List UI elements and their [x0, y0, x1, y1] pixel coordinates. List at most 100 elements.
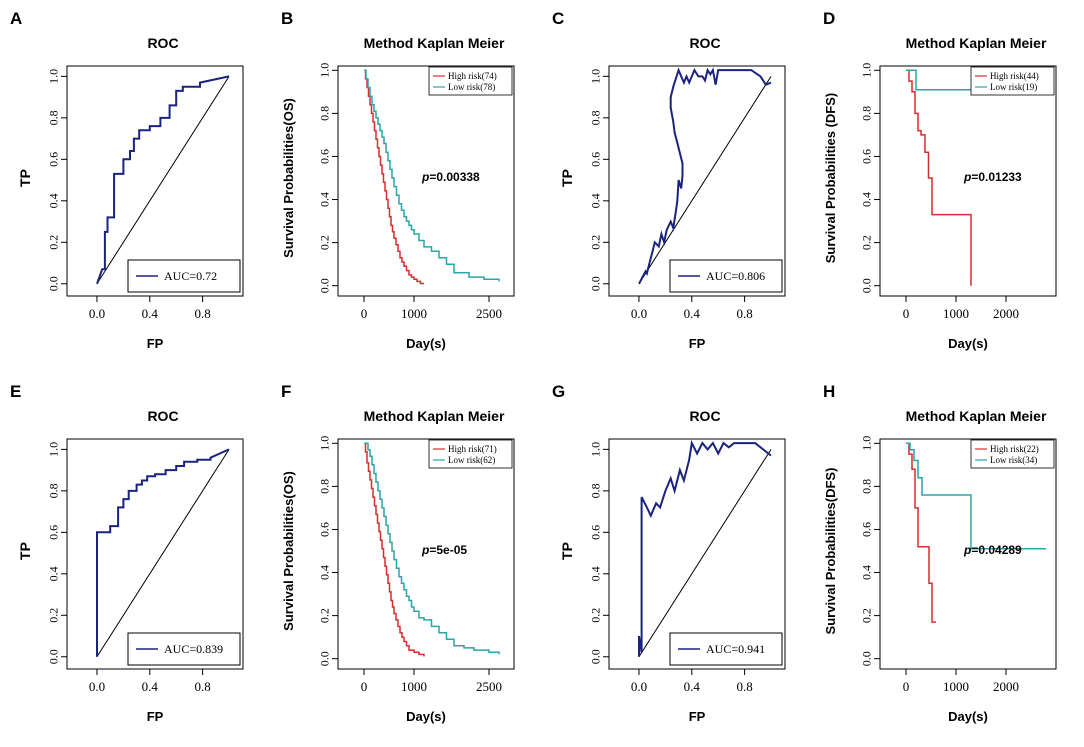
panel-letter: H	[823, 382, 835, 401]
y-tick-label: 0.0	[860, 651, 874, 666]
y-tick-label: 0.4	[589, 193, 603, 208]
y-axis-label: TP	[559, 542, 575, 560]
y-tick-label: 0.2	[318, 235, 332, 250]
x-axis-label: FP	[689, 709, 706, 724]
panel-letter: D	[823, 9, 835, 28]
plot-area	[906, 442, 1046, 623]
x-tick-label: 0.4	[142, 306, 159, 321]
y-tick-label: 0.0	[589, 276, 603, 291]
panel-letter: A	[10, 9, 22, 28]
panel-letter: B	[281, 9, 293, 28]
p-value-label: p	[421, 170, 429, 184]
x-tick-label: 0	[903, 306, 910, 321]
y-tick-label: 0.6	[860, 149, 874, 164]
p-value-annotation: p=0.00338	[421, 170, 480, 184]
y-tick-label: 0.6	[318, 149, 332, 164]
y-tick-label: 0.4	[47, 566, 61, 581]
survival-curve-high-risk	[906, 442, 936, 623]
chart-title: Method Kaplan Meier	[364, 408, 505, 424]
chart-title: Method Kaplan Meier	[906, 35, 1047, 51]
y-tick-label: 0.4	[318, 192, 332, 207]
legend-label: High risk(71)	[448, 444, 497, 454]
chart-title: ROC	[147, 408, 178, 424]
y-tick-label: 1.0	[318, 63, 332, 78]
y-tick-label: 0.4	[589, 566, 603, 581]
chart-title: ROC	[147, 35, 178, 51]
panel-h: H Method Kaplan Meier 0.0 0.2 0.4 0.6 0.8 1.0 0 1…	[823, 382, 1057, 724]
survival-curve-high-risk	[364, 442, 425, 657]
panel-a: A ROC 0.0 0.2 0.4 0.6 0.8 1.0 0.0 0.4 0.8 FP TP AUC=0…	[10, 9, 244, 351]
y-tick-label: 0.2	[589, 235, 603, 250]
legend-label: High risk(74)	[448, 71, 497, 81]
y-tick-label: 0.6	[47, 525, 61, 540]
x-tick-label: 0.0	[89, 306, 105, 321]
y-tick-label: 1.0	[589, 69, 603, 84]
x-tick-label: 1000	[401, 306, 427, 321]
x-axis-label: Day(s)	[406, 709, 446, 724]
plot-area	[364, 69, 500, 285]
y-tick-label: 0.6	[47, 152, 61, 167]
y-tick-label: 1.0	[589, 442, 603, 457]
plot-area	[638, 67, 772, 285]
x-tick-label: 1000	[401, 679, 427, 694]
y-tick-label: 1.0	[860, 436, 874, 451]
y-tick-label: 0.0	[47, 276, 61, 291]
y-tick-label: 0.2	[860, 235, 874, 250]
legend-label: AUC=0.941	[706, 642, 765, 656]
legend-label: High risk(44)	[990, 71, 1039, 81]
y-axis-label: TP	[17, 169, 33, 187]
x-tick-label: 2000	[993, 679, 1019, 694]
y-tick-label: 0.2	[47, 608, 61, 623]
panel-e: E ROC 0.0 0.2 0.4 0.6 0.8 1.0 0.0 0.4 0.8 FP TP AUC=0…	[10, 382, 244, 724]
survival-curve-high-risk	[364, 69, 424, 285]
plot-frame	[337, 438, 515, 670]
panel-letter: F	[281, 382, 291, 401]
y-tick-label: 0.0	[318, 278, 332, 293]
p-value-annotation: p=0.01233	[963, 170, 1022, 184]
x-tick-label: 0	[361, 679, 368, 694]
legend-label: High risk(22)	[990, 444, 1039, 454]
chart-title: Method Kaplan Meier	[364, 35, 505, 51]
legend-label: AUC=0.806	[706, 269, 765, 283]
y-tick-label: 0.4	[860, 192, 874, 207]
y-tick-label: 0.6	[860, 522, 874, 537]
p-value-label: p	[421, 543, 429, 557]
plot-area	[364, 442, 500, 657]
plot-frame	[608, 438, 786, 670]
y-axis-label: Survival Probabilities(OS)	[281, 471, 296, 631]
y-tick-label: 0.2	[47, 235, 61, 250]
panel-g: G ROC 0.0 0.2 0.4 0.6 0.8 1.0 0.0 0.4 0.8 FP TP AUC=0…	[552, 382, 786, 724]
y-tick-label: 1.0	[47, 69, 61, 84]
legend-label: AUC=0.72	[164, 269, 217, 283]
y-tick-label: 0.2	[318, 608, 332, 623]
y-tick-label: 0.6	[318, 522, 332, 537]
roc-curve	[638, 67, 772, 285]
legend-box	[428, 66, 513, 96]
x-axis-label: FP	[147, 709, 164, 724]
x-tick-label: 0.4	[684, 679, 701, 694]
y-tick-label: 0.8	[318, 106, 332, 121]
y-tick-label: 0.4	[318, 565, 332, 580]
legend-box	[428, 439, 513, 469]
legend-label: Low risk(19)	[990, 82, 1037, 92]
p-value-text: =5e-05	[429, 543, 467, 557]
y-tick-label: 0.8	[589, 483, 603, 498]
panel-d: D Method Kaplan Meier 0.0 0.2 0.4 0.6 0.8 1.0 0 1…	[823, 9, 1057, 351]
y-tick-label: 0.8	[47, 483, 61, 498]
diagonal-line	[638, 76, 772, 285]
survival-curve-high-risk	[906, 69, 972, 286]
panel-c: C ROC 0.0 0.2 0.4 0.6 0.8 1.0 0.0 0.4 0.8 FP TP AUC=0…	[552, 9, 786, 351]
y-tick-label: 0.4	[47, 193, 61, 208]
survival-curve-low-risk	[364, 442, 500, 655]
y-tick-label: 0.0	[589, 649, 603, 664]
diagonal-line	[638, 449, 772, 658]
y-tick-label: 0.8	[860, 106, 874, 121]
y-tick-label: 0.8	[860, 479, 874, 494]
y-tick-label: 0.0	[860, 278, 874, 293]
y-tick-label: 0.8	[589, 110, 603, 125]
p-value-text: =0.04289	[971, 543, 1022, 557]
y-axis-label: TP	[559, 169, 575, 187]
p-value-text: =0.01233	[971, 170, 1022, 184]
p-value-label: p	[963, 543, 971, 557]
